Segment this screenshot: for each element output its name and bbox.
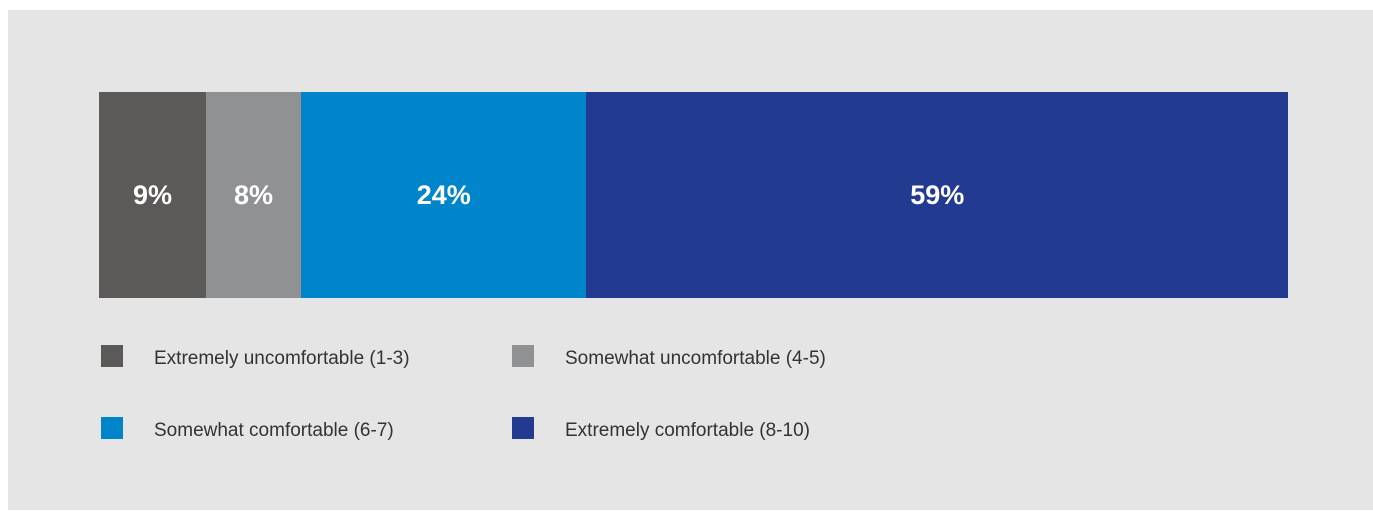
legend-item: Extremely comfortable (8-10) — [512, 416, 810, 446]
stacked-bar: 9% 8% 24% 59% — [99, 92, 1288, 298]
data-label: 9% — [132, 179, 173, 210]
legend-label: Extremely uncomfortable (1-3) — [154, 348, 410, 369]
data-label: 24% — [416, 179, 471, 210]
legend-item: Somewhat comfortable (6-7) — [101, 416, 394, 446]
data-label: 59% — [910, 179, 965, 210]
bar-segment: 8% — [206, 92, 302, 298]
legend-label: Somewhat comfortable (6-7) — [154, 420, 394, 441]
legend-label: Somewhat uncomfortable (4-5) — [565, 348, 826, 369]
bar-segment: 24% — [301, 92, 587, 298]
legend-swatch — [512, 344, 534, 367]
bar-segment: 59% — [586, 92, 1288, 298]
legend-label: Extremely comfortable (8-10) — [565, 420, 810, 441]
legend-swatch — [101, 344, 123, 367]
legend-item: Somewhat uncomfortable (4-5) — [512, 344, 826, 374]
legend-item: Extremely uncomfortable (1-3) — [101, 344, 410, 374]
legend-swatch — [512, 416, 534, 439]
legend-swatch — [101, 416, 123, 439]
data-label: 8% — [234, 179, 274, 210]
bar-segment: 9% — [99, 92, 206, 298]
